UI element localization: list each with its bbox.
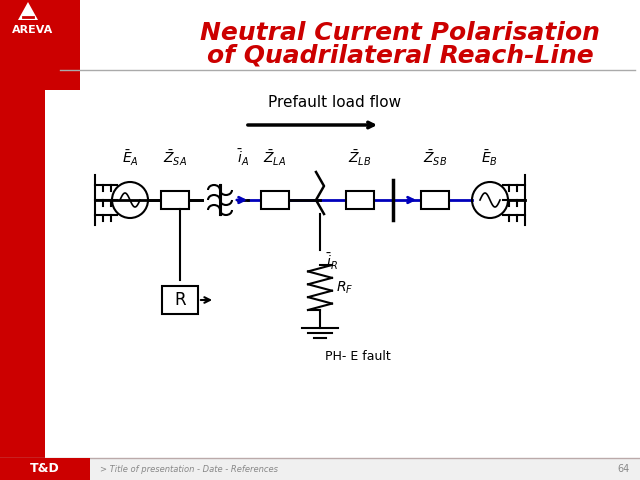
Text: $\bar{i}_A$: $\bar{i}_A$ (237, 148, 249, 168)
Polygon shape (0, 0, 80, 90)
Text: > Title of presentation - Date - References: > Title of presentation - Date - Referen… (100, 465, 278, 473)
Text: AREVA: AREVA (12, 25, 53, 35)
Bar (261, 191, 289, 209)
Text: PH- E fault: PH- E fault (325, 350, 391, 363)
Text: R: R (174, 291, 186, 309)
Text: $\bar{i}_R$: $\bar{i}_R$ (326, 252, 338, 272)
Text: $\bar{Z}_{LB}$: $\bar{Z}_{LB}$ (348, 149, 372, 168)
Text: Prefault load flow: Prefault load flow (268, 95, 401, 110)
Text: $\bar{Z}_{SA}$: $\bar{Z}_{SA}$ (163, 149, 187, 168)
Bar (346, 191, 374, 209)
Text: $\bar{E}_B$: $\bar{E}_B$ (481, 149, 499, 168)
Text: of Quadrilateral Reach-Line: of Quadrilateral Reach-Line (207, 43, 593, 67)
Text: Neutral Current Polarisation: Neutral Current Polarisation (200, 21, 600, 45)
Bar (162, 286, 198, 314)
Text: $\bar{E}_A$: $\bar{E}_A$ (122, 149, 138, 168)
Polygon shape (0, 458, 640, 480)
Text: 64: 64 (618, 464, 630, 474)
Polygon shape (18, 2, 38, 20)
Polygon shape (0, 458, 90, 480)
Text: $R_F$: $R_F$ (336, 279, 353, 296)
Text: T&D: T&D (30, 463, 60, 476)
Bar (421, 191, 449, 209)
Polygon shape (0, 0, 45, 480)
Text: $\bar{Z}_{SB}$: $\bar{Z}_{SB}$ (423, 149, 447, 168)
Bar (161, 191, 189, 209)
Text: $\bar{Z}_{LA}$: $\bar{Z}_{LA}$ (263, 149, 287, 168)
